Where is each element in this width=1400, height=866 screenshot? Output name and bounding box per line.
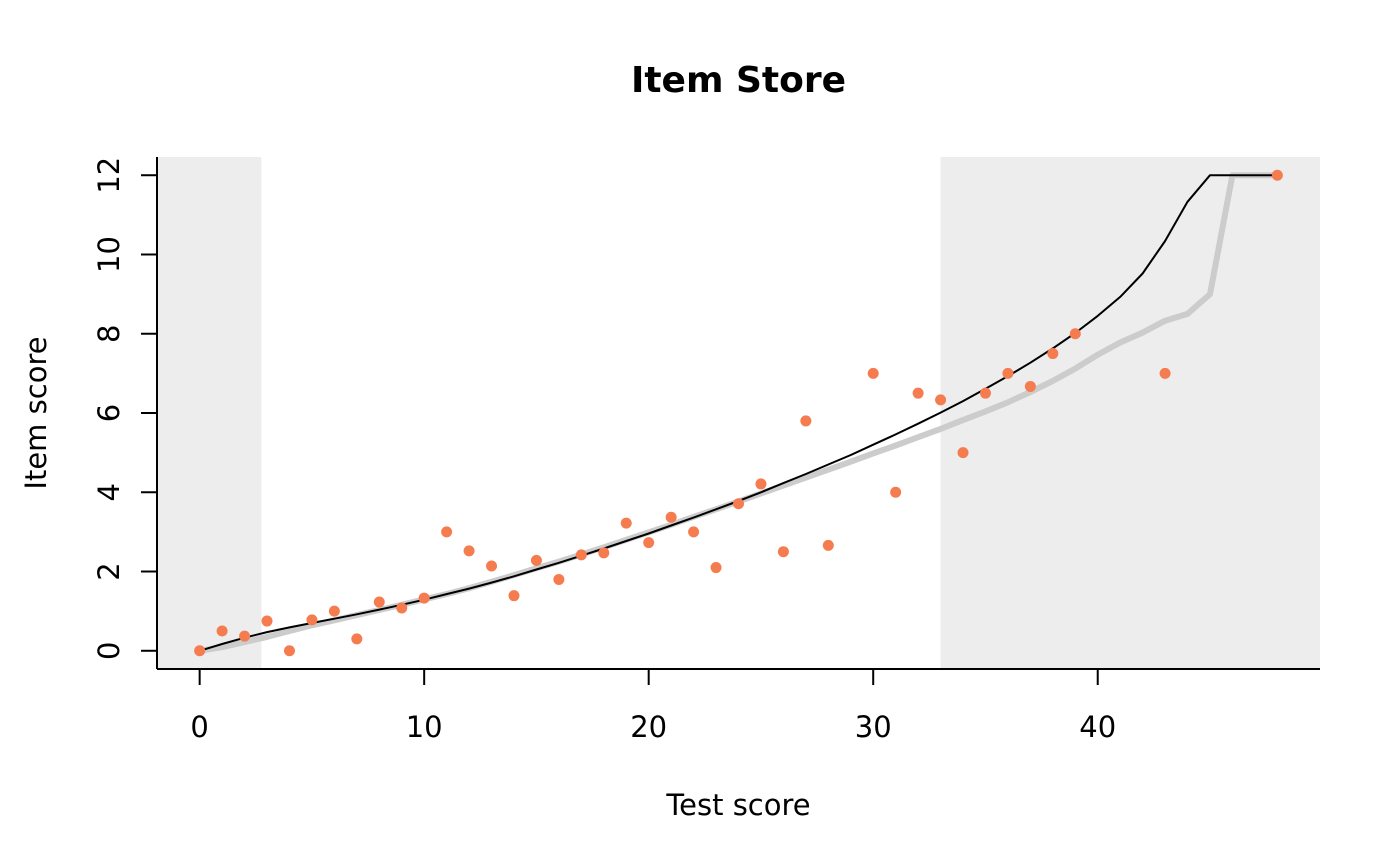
x-tick-label: 0 <box>190 710 208 744</box>
data-point <box>553 573 565 585</box>
data-point <box>328 605 340 617</box>
data-point <box>777 546 789 558</box>
data-point <box>1159 367 1171 379</box>
data-point <box>890 486 902 498</box>
data-point <box>530 554 542 566</box>
data-point <box>1047 348 1059 360</box>
data-point <box>710 562 722 574</box>
data-point <box>396 602 408 614</box>
data-point <box>822 539 834 551</box>
data-point <box>800 415 812 427</box>
data-point <box>486 560 498 572</box>
data-point <box>665 511 677 523</box>
x-tick-label: 20 <box>630 710 667 744</box>
shaded-regions <box>157 157 1320 669</box>
x-axis-ticks: 0 10 20 30 40 <box>190 669 1116 744</box>
data-point <box>1069 328 1081 340</box>
data-point <box>620 517 632 529</box>
data-points <box>194 169 1283 657</box>
y-tick-label: 4 <box>92 483 126 501</box>
data-point <box>194 645 206 657</box>
data-point <box>441 526 453 538</box>
y-tick-label: 12 <box>92 157 126 194</box>
shaded-region-1 <box>940 157 1320 669</box>
y-tick-label: 2 <box>92 562 126 580</box>
x-axis-title: Test score <box>665 788 810 822</box>
data-point <box>755 478 767 490</box>
data-point <box>1024 380 1036 392</box>
data-point <box>1002 367 1014 379</box>
y-tick-label: 10 <box>92 236 126 273</box>
y-tick-label: 0 <box>92 642 126 660</box>
data-point <box>688 526 700 538</box>
data-point <box>575 549 587 561</box>
data-point <box>979 387 991 399</box>
data-point <box>912 387 924 399</box>
y-axis-title: Item score <box>19 336 53 489</box>
data-point <box>643 537 655 549</box>
y-tick-label: 8 <box>92 325 126 343</box>
data-point <box>1271 169 1283 181</box>
axes: 0 10 20 30 40 0 2 4 6 8 10 12 <box>92 157 1320 744</box>
data-point <box>216 625 228 637</box>
data-point <box>373 596 385 608</box>
data-point <box>351 633 363 645</box>
data-point <box>418 592 430 604</box>
data-point <box>598 547 610 559</box>
data-point <box>733 498 744 510</box>
data-point <box>261 615 273 627</box>
data-point <box>867 367 879 379</box>
chart-title: Item Store <box>631 60 846 101</box>
x-tick-label: 30 <box>855 710 892 744</box>
data-point <box>935 394 947 406</box>
data-point <box>239 630 251 642</box>
data-point <box>283 645 295 657</box>
x-tick-label: 40 <box>1079 710 1116 744</box>
data-point <box>463 545 475 557</box>
y-tick-label: 6 <box>92 404 126 422</box>
x-tick-label: 10 <box>406 710 443 744</box>
shaded-region-0 <box>157 157 262 669</box>
y-axis-ticks: 0 2 4 6 8 10 12 <box>92 157 157 660</box>
data-point <box>306 614 318 626</box>
data-point <box>508 590 520 602</box>
data-point <box>957 447 969 459</box>
